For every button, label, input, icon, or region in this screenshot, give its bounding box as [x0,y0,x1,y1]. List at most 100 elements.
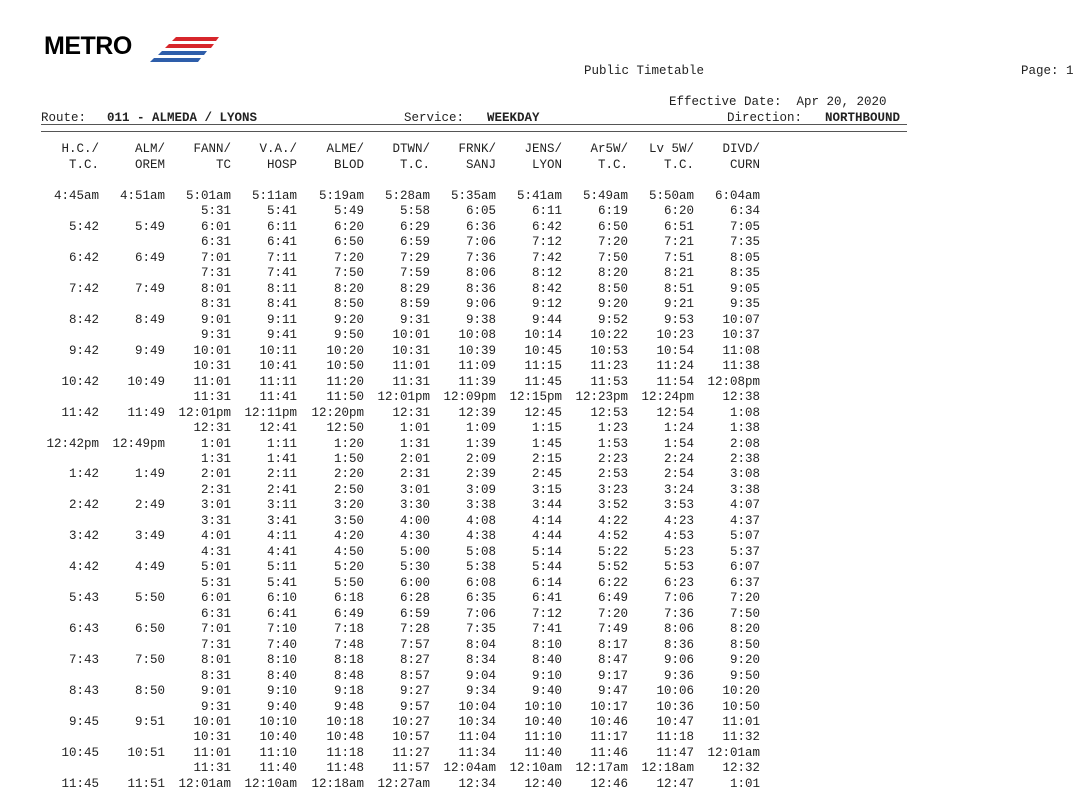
time-cell: 6:59 [399,235,430,249]
time-cell: 7:20 [333,251,364,265]
time-cell: 6:42 [68,251,99,265]
time-cell: 3:24 [663,483,694,497]
time-cell: 5:42 [68,220,99,234]
column-header: Ar5W/ [590,142,628,156]
time-cell: 12:18am [311,777,364,791]
time-cell: 7:21 [663,235,694,249]
time-cell: 5:58 [399,204,430,218]
column-header: CURN [729,158,760,172]
time-cell: 6:04am [714,189,760,203]
time-cell: 11:04 [458,730,496,744]
time-cell: 11:45 [61,777,99,791]
time-cell: 12:20pm [311,406,364,420]
time-cell: 9:50 [729,669,760,683]
time-cell: 10:04 [458,700,496,714]
time-cell: 1:49 [134,467,165,481]
time-cell: 7:49 [134,282,165,296]
time-cell: 3:31 [200,514,231,528]
time-cell: 1:08 [729,406,760,420]
time-cell: 8:10 [531,638,562,652]
time-cell: 8:50 [597,282,628,296]
time-cell: 7:59 [399,266,430,280]
logo-stripes-icon [150,37,219,62]
time-cell: 4:50 [333,545,364,559]
time-cell: 2:23 [597,452,628,466]
column-header: T.C. [597,158,628,172]
time-cell: 6:34 [729,204,760,218]
time-cell: 5:49 [333,204,364,218]
header-divider [41,124,907,132]
page-number: 1 [1066,64,1074,78]
time-cell: 7:12 [531,607,562,621]
time-cell: 11:39 [458,375,496,389]
time-cell: 7:50 [729,607,760,621]
time-cell: 7:01 [200,622,231,636]
column-header: T.C. [68,158,99,172]
time-cell: 4:38 [465,529,496,543]
time-cell: 12:40 [524,777,562,791]
time-cell: 10:45 [61,746,99,760]
time-cell: 9:12 [531,297,562,311]
time-cell: 4:30 [399,529,430,543]
time-cell: 9:34 [465,684,496,698]
time-cell: 10:46 [590,715,628,729]
time-cell: 4:49 [134,560,165,574]
time-cell: 7:48 [333,638,364,652]
time-cell: 11:24 [656,359,694,373]
time-cell: 1:42 [68,467,99,481]
time-cell: 4:00 [399,514,430,528]
time-cell: 8:41 [266,297,297,311]
time-cell: 4:41 [266,545,297,559]
time-cell: 8:59 [399,297,430,311]
time-cell: 8:31 [200,669,231,683]
time-cell: 9:06 [663,653,694,667]
time-cell: 11:11 [259,375,297,389]
time-cell: 12:27am [377,777,430,791]
time-cell: 3:44 [531,498,562,512]
time-cell: 7:06 [465,607,496,621]
column-header: BLOD [333,158,364,172]
time-cell: 2:50 [333,483,364,497]
column-header: ALME/ [326,142,364,156]
time-cell: 6:22 [597,576,628,590]
time-cell: 11:10 [259,746,297,760]
time-cell: 2:45 [531,467,562,481]
time-cell: 11:08 [722,344,760,358]
time-cell: 11:23 [590,359,628,373]
time-cell: 12:15pm [509,390,562,404]
time-cell: 1:11 [266,437,297,451]
time-cell: 11:01 [392,359,430,373]
time-cell: 2:31 [200,483,231,497]
time-cell: 9:40 [531,684,562,698]
time-cell: 6:49 [333,607,364,621]
time-cell: 9:11 [266,313,297,327]
time-cell: 7:43 [68,653,99,667]
column-header: FRNK/ [458,142,496,156]
time-cell: 9:20 [597,297,628,311]
time-cell: 8:17 [597,638,628,652]
time-cell: 10:36 [656,700,694,714]
time-cell: 11:18 [326,746,364,760]
time-cell: 5:50 [134,591,165,605]
time-cell: 7:50 [134,653,165,667]
time-cell: 9:35 [729,297,760,311]
time-cell: 8:11 [266,282,297,296]
time-cell: 6:41 [266,607,297,621]
time-cell: 4:53 [663,529,694,543]
route-label: Route: [41,111,87,125]
time-cell: 11:31 [193,761,231,775]
time-cell: 9:01 [200,684,231,698]
time-cell: 12:34 [458,777,496,791]
effective-date-label: Effective Date: [669,95,782,109]
time-cell: 10:39 [458,344,496,358]
time-cell: 6:00 [399,576,430,590]
time-cell: 2:08 [729,437,760,451]
time-cell: 3:01 [399,483,430,497]
time-cell: 7:18 [333,622,364,636]
time-cell: 1:45 [531,437,562,451]
time-cell: 12:11pm [244,406,297,420]
direction-value: NORTHBOUND [825,111,901,125]
time-cell: 2:38 [729,452,760,466]
time-cell: 6:08 [465,576,496,590]
time-cell: 1:24 [663,421,694,435]
